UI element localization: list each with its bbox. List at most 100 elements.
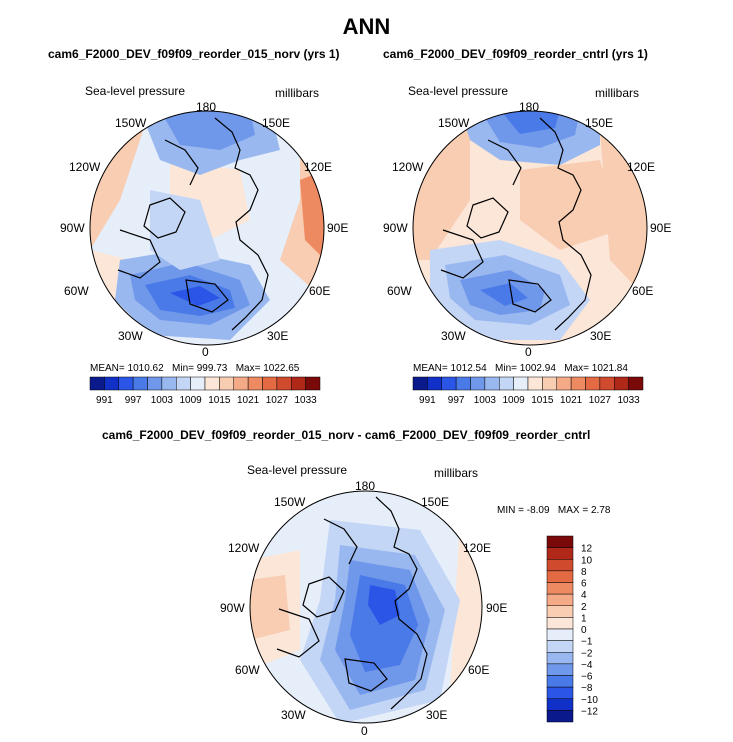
panel1-colorbar-swatch (291, 376, 306, 391)
panel2-lon-150w: 150W (438, 116, 470, 130)
panel3-colorbar-swatch (546, 663, 574, 676)
panel3-colorbar-tick: 0 (581, 625, 587, 636)
panel1-colorbar-swatch (204, 376, 220, 391)
panel1-colorbar-swatch (89, 376, 105, 391)
panel3-colorbar-swatch (546, 617, 574, 630)
panel3-lon-30e: 30E (426, 708, 448, 722)
panel1-mean: 1010.62 (127, 363, 164, 374)
panel3-min-label: MIN = (497, 505, 524, 516)
panel3-colorbar-tick: −6 (581, 672, 593, 683)
panel3-lon-60w: 60W (235, 663, 260, 677)
panel2-lon-90w: 90W (383, 221, 408, 235)
panel2-colorbar-swatch (570, 376, 586, 391)
panel3-colorbar-tick: −12 (581, 706, 598, 717)
panel3-max-label: MAX = (557, 505, 589, 516)
panel1-lon-150e: 150E (262, 116, 291, 130)
panel3-colorbar-tick: 8 (581, 567, 587, 578)
panel3-title: cam6_F2000_DEV_f09f09_reorder_015_norv -… (102, 428, 591, 442)
panel1-max-label: Max= (235, 363, 261, 374)
panel1-colorbar-swatch (219, 376, 234, 391)
panel3-colorbar-swatch (546, 628, 574, 641)
panel3-colorbar-swatch (546, 559, 574, 572)
panel3-colorbar-tick: 12 (581, 544, 593, 555)
panel1-lon-90e: 90E (327, 221, 349, 235)
panel2-colorbar-tick: 1021 (560, 395, 583, 406)
panel2-colorbar-tick: 991 (419, 395, 436, 406)
panel3-max: 2.78 (590, 505, 611, 516)
panel1-units: millibars (275, 86, 320, 100)
panel1-colorbar-tick: 1021 (237, 395, 260, 406)
panel1-colorbar: 991 997 1003 1009 1015 1021 1027 1033 (89, 376, 321, 406)
panel2-lon-150e: 150E (585, 116, 614, 130)
panel1-colorbar-tick: 997 (125, 395, 142, 406)
panel1-colorbar-tick: 1003 (151, 395, 174, 406)
panel1-colorbar-tick: 1015 (208, 395, 231, 406)
panel3-lon-90e: 90E (486, 601, 508, 615)
panel3-map (250, 491, 482, 723)
panel1-colorbar-tick: 1027 (266, 395, 289, 406)
panel3-lon-0: 0 (361, 724, 368, 738)
panel2-colorbar-swatch (599, 376, 615, 391)
panel3-lon-120e: 120E (463, 541, 492, 555)
panel1-lon-120w: 120W (69, 160, 101, 174)
panel2-colorbar-swatch (585, 376, 601, 391)
panel1-colorbar-swatch (147, 376, 163, 391)
panel2-colorbar-tick: 1027 (589, 395, 612, 406)
panel2-colorbar-swatch (628, 376, 644, 391)
panel3-lon-30w: 30W (281, 708, 306, 722)
panel2-map-border (412, 110, 648, 346)
panel2-colorbar-tick: 1033 (618, 395, 641, 406)
panel3-colorbar-tick: 2 (581, 602, 587, 613)
panel2-colorbar-swatch (542, 376, 557, 391)
panel1-colorbar-swatch (262, 376, 278, 391)
panel1-lon-90w: 90W (60, 221, 85, 235)
panel2-lon-90e: 90E (650, 221, 672, 235)
panel2-colorbar-tick: 997 (448, 395, 465, 406)
panel1-colorbar-swatch (233, 376, 249, 391)
panel3-colorbar-swatch (546, 593, 574, 606)
panel1-colorbar-tick: 1033 (295, 395, 318, 406)
panel1-colorbar-swatch (305, 376, 321, 391)
panel2-colorbar-swatch (470, 376, 486, 391)
panel1-lon-150w: 150W (115, 116, 147, 130)
panel1-lon-60w: 60W (64, 284, 89, 298)
panel1-lon-180: 180 (196, 100, 217, 114)
panel1-colorbar-swatch (190, 376, 206, 391)
panel3-lon-150w: 150W (274, 495, 306, 509)
panel3-colorbar-swatch (546, 675, 574, 688)
panel2-colorbar-swatch (412, 376, 428, 391)
panel2-title: cam6_F2000_DEV_f09f09_reorder_cntrl (yrs… (383, 47, 648, 61)
panel2-mean: 1012.54 (450, 363, 487, 374)
panel2-colorbar-tick: 1015 (531, 395, 554, 406)
panel3-colorbar-swatch (546, 570, 574, 583)
panel3-lon-150e: 150E (421, 495, 450, 509)
panel3-colorbar-tick: 1 (581, 613, 587, 624)
panel3-min: -8.09 (526, 505, 550, 516)
panel2-min: 1002.94 (519, 363, 556, 374)
panel2-map (413, 111, 647, 345)
panel3-lon-120w: 120W (228, 541, 260, 555)
panel2-colorbar-swatch (499, 376, 514, 391)
panel2-colorbar-swatch (441, 376, 457, 391)
panel3-colorbar-swatch (546, 640, 574, 653)
panel2-colorbar-swatch (527, 376, 543, 391)
panel2-lon-30w: 30W (441, 329, 466, 343)
panel2-variable: Sea-level pressure (408, 84, 509, 98)
panel2-lon-60e: 60E (632, 284, 654, 298)
panel3-colorbar-tick: 6 (581, 579, 587, 590)
panel1-mean-label: MEAN= (90, 363, 125, 374)
panel2-lon-30e: 30E (590, 329, 612, 343)
panel2-colorbar-swatch (556, 376, 572, 391)
panel2-colorbar-tick: 1009 (503, 395, 526, 406)
panel3-colorbar-swatch (546, 547, 574, 560)
panel3-colorbar-swatch (546, 698, 574, 711)
panel1-lon-0: 0 (202, 345, 209, 359)
panel3-colorbar-tick: −2 (581, 648, 593, 659)
panel2-colorbar-swatch (427, 376, 442, 391)
panel2-mean-label: MEAN= (413, 363, 448, 374)
panel2-colorbar-tick: 1003 (474, 395, 497, 406)
panel3-colorbar-tick: 10 (581, 555, 593, 566)
panel3-colorbar-tick: 4 (581, 590, 587, 601)
panel1-colorbar-swatch (118, 376, 134, 391)
